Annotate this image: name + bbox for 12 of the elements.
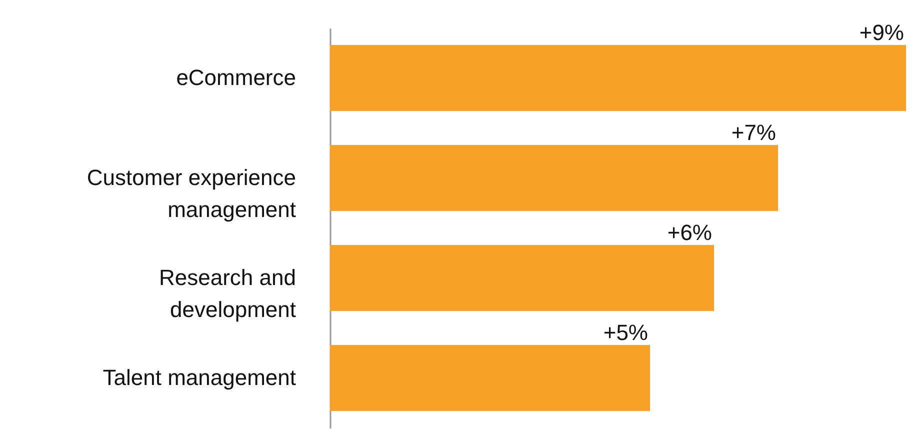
bar	[330, 345, 650, 411]
data-label: +6%	[667, 220, 712, 245]
bar	[330, 245, 714, 311]
data-label: +7%	[731, 120, 776, 145]
y-tick-label: eCommerce	[176, 65, 296, 90]
y-tick-label: Customer experience management	[86, 165, 296, 222]
bar	[330, 145, 778, 211]
y-tick-label: Talent management	[102, 365, 296, 390]
data-label: +5%	[603, 320, 648, 345]
bar	[330, 45, 906, 111]
data-label: +9%	[859, 20, 904, 45]
y-tick-label: Research and development	[159, 265, 296, 322]
